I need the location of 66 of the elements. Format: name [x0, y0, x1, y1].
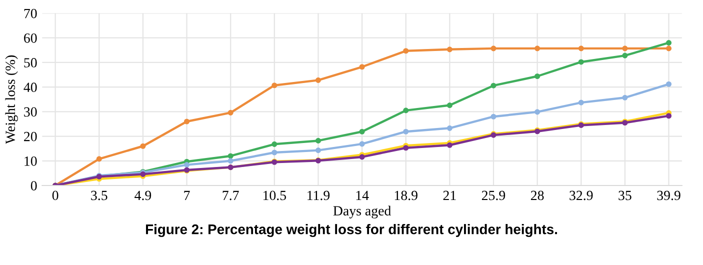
x-tick-label: 4.9 [134, 190, 152, 200]
y-axis-title: Weight loss (%) [5, 55, 18, 144]
point [140, 143, 146, 149]
point [359, 154, 365, 160]
x-tick-label: 18.9 [394, 190, 418, 200]
point [490, 114, 496, 120]
point [534, 46, 540, 52]
y-tick-label: 60 [24, 33, 37, 43]
point [359, 64, 365, 70]
point [315, 77, 322, 83]
point [403, 145, 409, 151]
x-tick-label: 7 [184, 190, 190, 200]
point [272, 150, 278, 156]
point [666, 113, 672, 119]
point [490, 82, 496, 88]
x-tick-label: 3.5 [91, 190, 108, 200]
point [228, 158, 234, 164]
point [666, 46, 672, 52]
x-tick-label: 21 [443, 190, 456, 200]
point [534, 109, 540, 115]
point [578, 100, 584, 106]
point [96, 156, 102, 162]
y-tick-label: 30 [24, 107, 37, 117]
x-tick-label: 7.7 [222, 190, 239, 200]
point [666, 40, 672, 46]
point [446, 125, 452, 131]
point [622, 46, 628, 52]
point [403, 48, 409, 54]
point [446, 102, 452, 108]
x-tick-label: 10.5 [263, 190, 286, 200]
y-tick-label: 50 [24, 58, 37, 68]
x-tick-label: 35 [618, 190, 632, 200]
x-tick-label: 39.9 [657, 190, 680, 200]
point [184, 162, 190, 168]
x-tick-label: 14 [356, 190, 369, 200]
y-tick-label: 70 [24, 8, 37, 18]
point [315, 148, 322, 154]
point [272, 82, 278, 88]
y-tick-label: 40 [24, 82, 37, 92]
point [490, 46, 496, 52]
x-tick-label: 25.9 [482, 190, 506, 200]
caption: Figure 2: Percentage weight loss for different cylinder heights. [146, 224, 558, 238]
y-tick-label: 0 [30, 181, 37, 190]
point [622, 52, 628, 58]
point [578, 46, 584, 52]
point [534, 73, 540, 80]
point [272, 141, 278, 147]
point [228, 110, 234, 116]
point [315, 138, 322, 144]
point [184, 118, 190, 124]
point [446, 46, 452, 52]
x-tick-label: 28 [530, 190, 544, 200]
point [666, 81, 672, 87]
x-tick-label: 32.9 [570, 190, 593, 200]
y-tick-label: 10 [24, 156, 37, 166]
point [359, 128, 365, 134]
point [622, 94, 628, 100]
x-tick-label: 11.9 [308, 190, 330, 200]
point [228, 153, 234, 159]
x-tick-label: 0 [52, 190, 58, 200]
y-tick-label: 20 [24, 132, 37, 142]
x-axis-title: Days aged [333, 206, 391, 218]
point [403, 108, 409, 114]
point [359, 141, 365, 147]
point [403, 128, 409, 134]
point [578, 59, 584, 65]
